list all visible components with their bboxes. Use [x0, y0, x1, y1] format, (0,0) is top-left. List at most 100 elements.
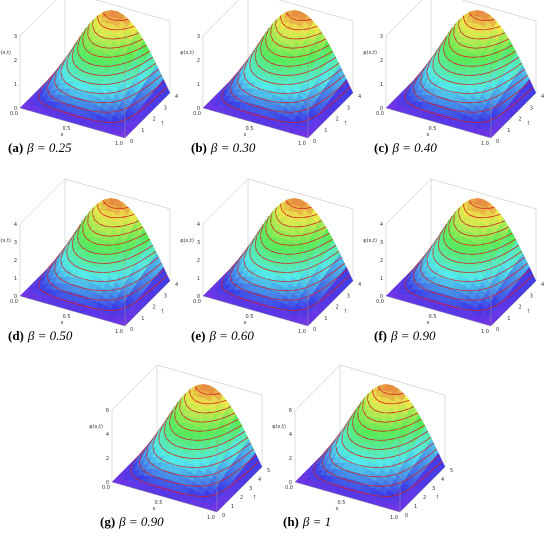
t-tick-label: 2	[153, 117, 156, 123]
caption-label: (f)	[374, 328, 387, 343]
t-tick-label: 0	[496, 327, 499, 333]
z-axis-label: φ(x,t)	[180, 50, 194, 56]
t-axis-label: t	[162, 121, 164, 127]
contour	[236, 436, 237, 437]
contour	[421, 83, 422, 85]
caption-label: (g)	[100, 514, 115, 529]
z-tick-label: 2	[14, 258, 17, 264]
t-tick-label: 0	[130, 139, 133, 145]
x-axis-label: x	[244, 132, 247, 138]
t-axis-label: t	[162, 309, 164, 315]
x-tick-label: 1.0	[115, 329, 123, 335]
caption: (b)β = 0.30	[191, 140, 256, 155]
t-tick-label: 3	[432, 486, 435, 492]
contour	[327, 62, 328, 63]
contour	[217, 428, 219, 429]
x-tick-label: 1.0	[298, 141, 306, 147]
x-tick-label: 0.5	[338, 500, 346, 506]
z-tick-label: 3	[14, 34, 17, 40]
t-tick-label: 1	[507, 316, 510, 322]
z-tick-label: 3	[197, 34, 200, 40]
t-tick-label: 3	[347, 105, 350, 111]
t-tick-label: 1	[231, 504, 234, 510]
x-axis-label: x	[336, 506, 339, 512]
caption-text: β = 0.90	[390, 328, 436, 343]
contour	[278, 290, 286, 291]
caption-text: β = 0.50	[27, 328, 73, 343]
t-axis-label: t	[254, 495, 256, 501]
caption-label: (e)	[191, 328, 205, 343]
contour	[476, 29, 484, 30]
t-tick-label: 1	[324, 316, 327, 322]
z-axis-label: φ(x,t)	[89, 424, 103, 430]
z-axis-label: φ(x,t)	[0, 50, 11, 56]
box-edge	[295, 365, 340, 410]
z-axis-label: φ(x,t)	[363, 50, 377, 56]
contour	[147, 457, 148, 459]
t-tick-label: 4	[358, 94, 361, 100]
box-edge	[386, 0, 431, 36]
contour	[293, 217, 301, 218]
caption-text: β = 0.40	[391, 140, 437, 155]
contour	[110, 217, 118, 218]
t-tick-label: 4	[358, 282, 361, 288]
z-axis-label: φ(x,t)	[0, 238, 11, 244]
caption: (g)β = 0.90	[100, 514, 164, 529]
z-tick-label: 4	[289, 432, 292, 438]
contour	[461, 290, 469, 291]
contour	[125, 242, 127, 243]
caption: (f)β = 0.90	[374, 328, 436, 343]
t-tick-label: 2	[153, 305, 156, 311]
box-edge	[20, 179, 65, 224]
contour	[238, 83, 239, 85]
x-tick-label: 1.0	[298, 329, 306, 335]
x-tick-label: 0.0	[10, 111, 18, 117]
contour	[491, 54, 493, 55]
t-tick-label: 3	[347, 293, 350, 299]
x-tick-label: 1.0	[481, 329, 489, 335]
caption-text: β = 0.25	[26, 140, 72, 155]
x-tick-label: 1.0	[390, 515, 398, 521]
caption-label: (h)	[283, 514, 299, 529]
contour	[293, 29, 301, 30]
box-edge	[386, 179, 431, 224]
t-tick-label: 0	[313, 139, 316, 145]
t-tick-label: 5	[267, 468, 270, 474]
x-tick-label: 0.0	[102, 485, 110, 491]
box-edge	[203, 0, 248, 36]
t-tick-label: 1	[141, 128, 144, 134]
contour	[330, 457, 331, 459]
t-tick-label: 1	[507, 128, 510, 134]
z-tick-label: 4	[380, 222, 383, 228]
x-tick-label: 0.5	[155, 500, 163, 506]
x-axis-label: x	[427, 320, 430, 326]
z-tick-label: 3	[380, 240, 383, 246]
t-tick-label: 2	[240, 495, 243, 501]
t-tick-label: 2	[519, 305, 522, 311]
contour	[110, 29, 118, 30]
caption-label: (a)	[8, 140, 23, 155]
x-tick-label: 0.0	[193, 111, 201, 117]
x-tick-label: 0.5	[246, 314, 254, 320]
x-tick-label: 0.5	[246, 126, 254, 132]
t-tick-label: 5	[450, 468, 453, 474]
z-tick-label: 1	[380, 276, 383, 282]
z-tick-label: 3	[197, 240, 200, 246]
contour	[95, 102, 103, 103]
contour	[202, 403, 210, 404]
t-axis-label: t	[345, 309, 347, 315]
t-tick-label: 0	[405, 513, 408, 519]
t-tick-label: 3	[530, 105, 533, 111]
t-tick-label: 4	[175, 94, 178, 100]
contour	[385, 403, 393, 404]
box-edge	[203, 179, 248, 224]
contour	[95, 290, 103, 291]
contour	[421, 271, 422, 273]
t-axis-label: t	[345, 121, 347, 127]
x-tick-label: 0.0	[376, 111, 384, 117]
caption-label: (d)	[8, 328, 24, 343]
z-tick-label: 2	[14, 58, 17, 64]
